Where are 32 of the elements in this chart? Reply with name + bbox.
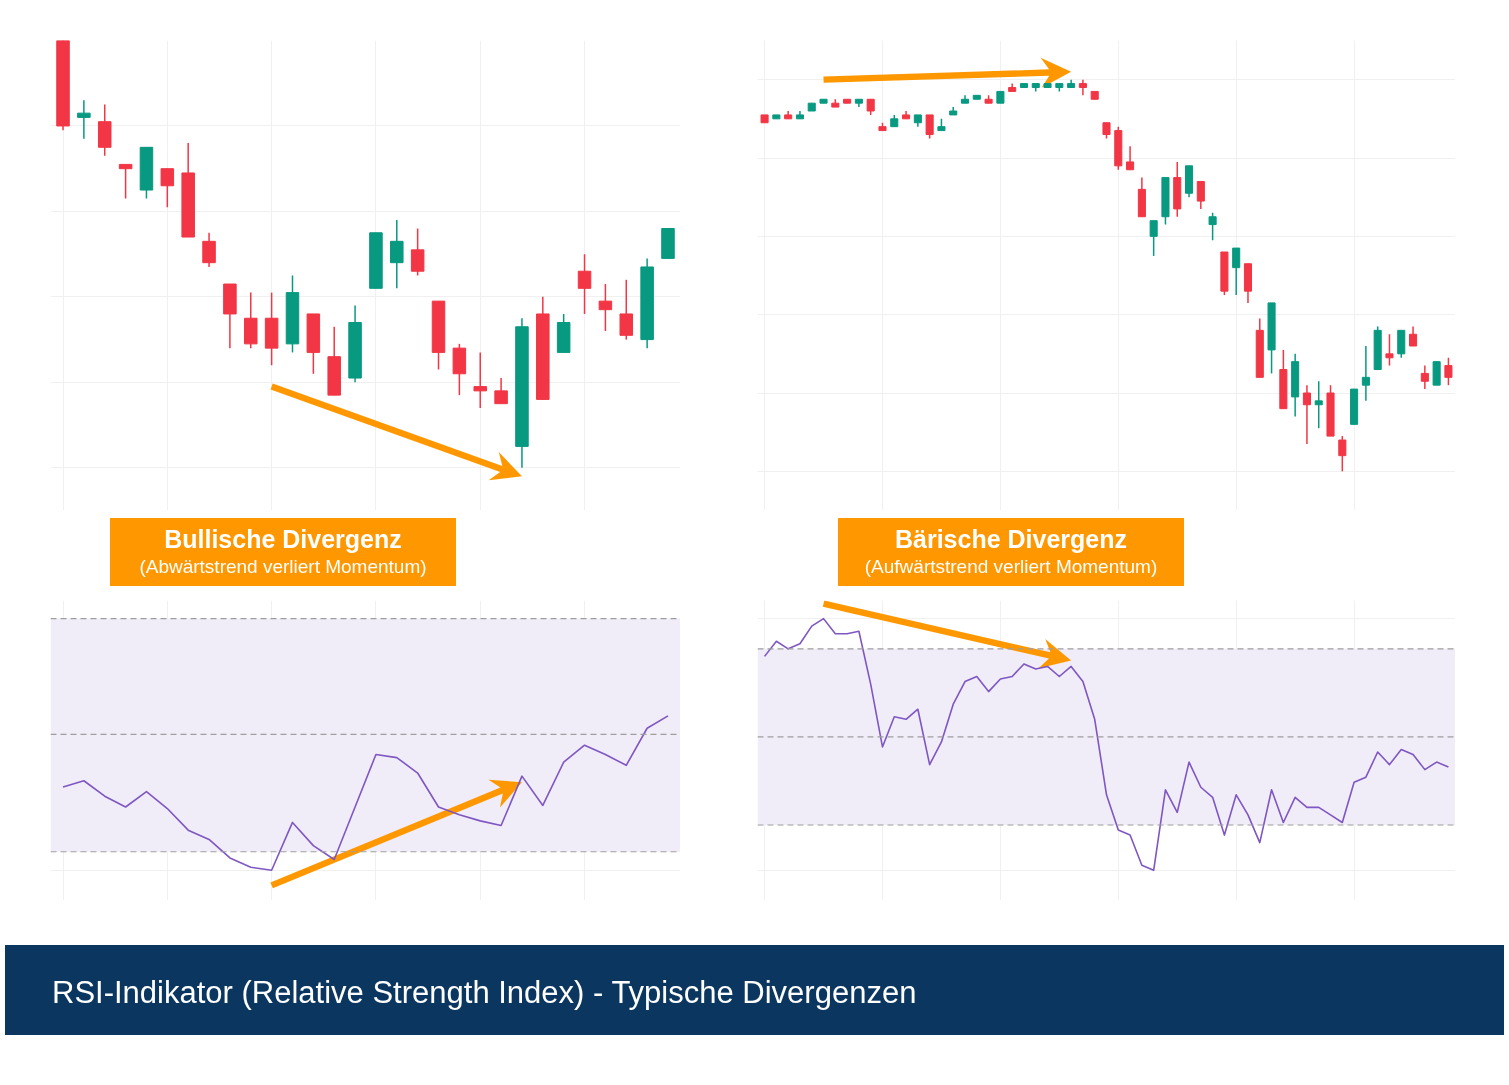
candlestick (1432, 360, 1441, 386)
candlestick (577, 253, 592, 315)
candlestick (598, 283, 613, 332)
candlestick (1409, 325, 1418, 347)
candlestick (118, 163, 133, 200)
candlestick (410, 227, 425, 277)
candlestick (473, 351, 487, 409)
candlestick (1397, 329, 1406, 359)
candlestick (1149, 219, 1158, 257)
candlestick (1444, 357, 1453, 386)
candlestick (494, 377, 508, 405)
candlestick (1314, 380, 1323, 429)
candlestick (925, 114, 934, 140)
candlestick (202, 232, 216, 268)
candlestick (1385, 333, 1394, 367)
chart-subtitle: (Abwärtstrend verliert Momentum) (138, 555, 428, 579)
candlestick (1208, 212, 1217, 241)
candlestick (1361, 345, 1370, 402)
text: RSI-Indikator (Relative Strength Index) - Typische Divergenzen (5, 945, 1504, 1035)
candlestick (160, 167, 175, 208)
candlestick (77, 99, 91, 140)
chart-title: Bullische Divergenz (163, 524, 403, 554)
candlestick (1232, 247, 1241, 296)
chart-subtitle: (Aufwärtstrend verliert Momentum) (863, 555, 1159, 579)
candlestick (619, 279, 634, 341)
candlestick (1420, 364, 1429, 390)
chart-title: Bärische Divergenz (893, 524, 1128, 554)
candlestick (390, 219, 404, 290)
candlestick (1196, 180, 1205, 210)
candlestick (1126, 145, 1135, 171)
candlestick (1302, 384, 1311, 445)
candlestick (1338, 435, 1347, 473)
